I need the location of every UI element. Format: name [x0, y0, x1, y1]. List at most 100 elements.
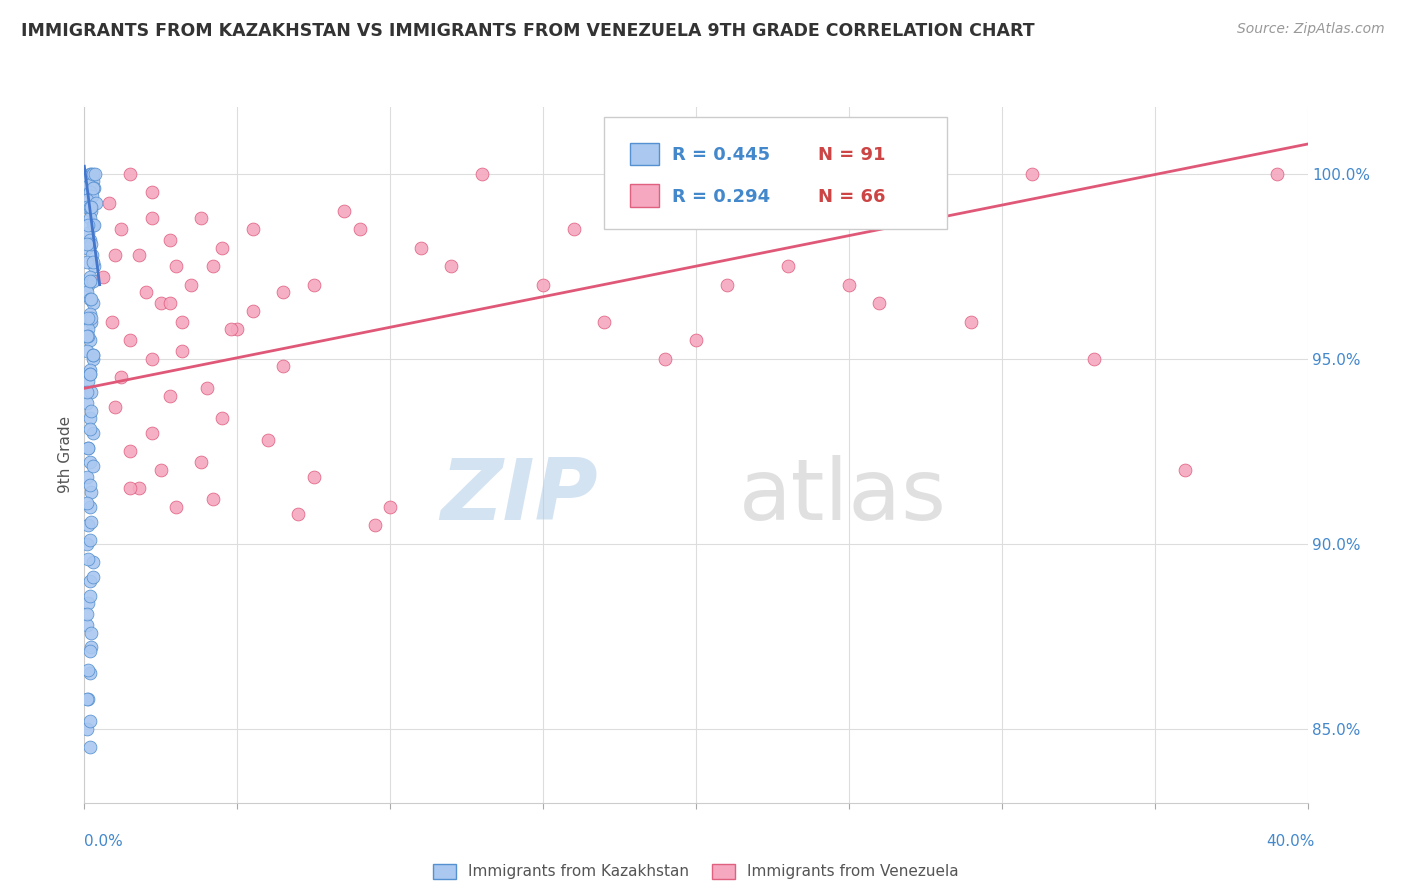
Point [76, 537, 98, 551]
Point [79, 477, 101, 491]
Point [79, 740, 101, 755]
Point [172, 344, 194, 359]
FancyBboxPatch shape [605, 118, 946, 229]
Point [242, 222, 264, 236]
Point [80, 293, 103, 307]
Point [79, 411, 101, 425]
Point [149, 296, 172, 310]
Point [180, 277, 202, 292]
Point [77, 551, 100, 566]
Point [77, 329, 100, 343]
Point [471, 167, 494, 181]
Point [79, 307, 101, 321]
Point [82, 348, 104, 362]
Point [141, 351, 163, 366]
Point [79, 500, 101, 514]
Text: 0.0%: 0.0% [84, 834, 124, 849]
Point [82, 219, 104, 233]
Point [110, 370, 132, 384]
Point [77, 277, 100, 292]
Point [172, 315, 194, 329]
Point [79, 274, 101, 288]
Point [82, 555, 104, 569]
Point [79, 367, 101, 381]
Point [80, 203, 103, 218]
Point [83, 259, 105, 273]
FancyBboxPatch shape [630, 143, 659, 166]
Point [364, 518, 387, 533]
Point [141, 425, 163, 440]
Point [271, 285, 294, 299]
Point [165, 259, 187, 273]
Point [77, 170, 100, 185]
Point [79, 533, 101, 547]
Point [80, 403, 103, 417]
Point [77, 310, 100, 325]
Point [302, 277, 325, 292]
Point [82, 167, 104, 181]
Point [76, 285, 98, 299]
Point [201, 492, 224, 507]
Point [409, 241, 432, 255]
Point [77, 663, 100, 677]
Point [77, 178, 100, 192]
Point [531, 277, 554, 292]
Point [76, 396, 98, 410]
Point [82, 351, 104, 366]
Legend: Immigrants from Kazakhstan, Immigrants from Venezuela: Immigrants from Kazakhstan, Immigrants f… [427, 857, 965, 886]
Point [76, 237, 98, 252]
Point [76, 255, 98, 269]
Point [82, 570, 104, 584]
Point [128, 481, 150, 495]
Point [77, 226, 100, 240]
Text: Source: ZipAtlas.com: Source: ZipAtlas.com [1237, 22, 1385, 37]
Point [716, 277, 738, 292]
FancyBboxPatch shape [630, 185, 659, 207]
Point [1021, 167, 1043, 181]
Point [838, 277, 860, 292]
Text: IMMIGRANTS FROM KAZAKHSTAN VS IMMIGRANTS FROM VENEZUELA 9TH GRADE CORRELATION CH: IMMIGRANTS FROM KAZAKHSTAN VS IMMIGRANTS… [21, 22, 1035, 40]
Point [776, 259, 799, 273]
Point [101, 315, 124, 329]
Point [79, 233, 101, 247]
Point [91, 270, 114, 285]
Point [77, 374, 100, 388]
Point [77, 596, 100, 610]
Point [380, 500, 402, 514]
Point [190, 455, 212, 469]
Point [79, 714, 101, 729]
Point [76, 618, 98, 632]
Point [960, 315, 983, 329]
Point [76, 329, 98, 343]
Point [83, 219, 105, 233]
Point [79, 200, 101, 214]
Point [82, 174, 104, 188]
Text: R = 0.445: R = 0.445 [672, 146, 769, 164]
Point [77, 518, 100, 533]
Point [79, 211, 101, 225]
Text: atlas: atlas [738, 455, 946, 538]
Point [82, 181, 104, 195]
Point [76, 692, 98, 706]
Point [80, 237, 103, 252]
Text: ZIP: ZIP [440, 455, 598, 538]
Point [77, 322, 100, 336]
Point [120, 167, 142, 181]
Point [77, 219, 100, 233]
Point [82, 458, 104, 473]
Point [79, 363, 101, 377]
Point [141, 211, 163, 225]
Point [76, 470, 98, 484]
Point [80, 640, 103, 655]
Point [654, 351, 676, 366]
Point [79, 293, 101, 307]
Point [79, 185, 101, 199]
Point [79, 167, 101, 181]
Point [83, 181, 105, 195]
Point [257, 433, 280, 447]
Point [190, 211, 212, 225]
Point [685, 333, 707, 347]
Point [593, 315, 616, 329]
Point [110, 222, 132, 236]
Point [82, 255, 104, 269]
